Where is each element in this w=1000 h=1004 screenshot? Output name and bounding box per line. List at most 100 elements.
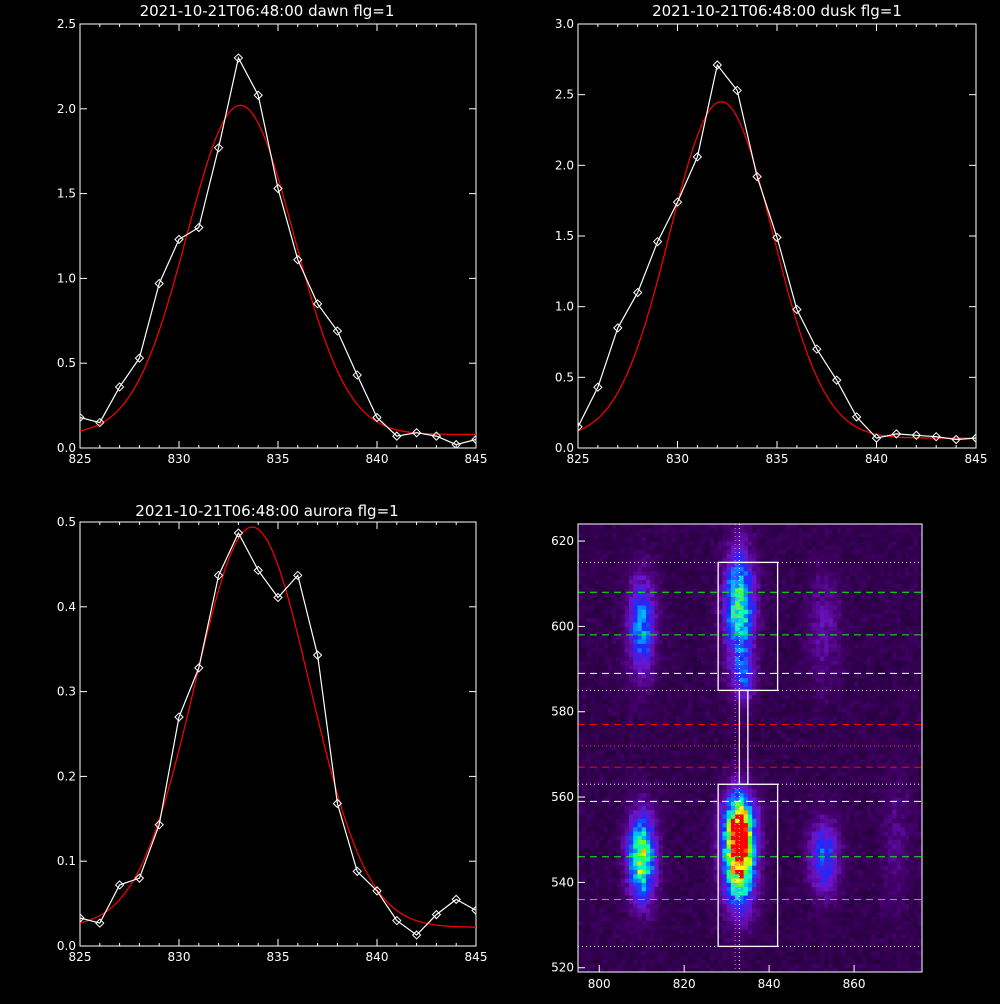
heatmap-cell xyxy=(710,917,715,922)
heatmap-cell xyxy=(680,878,685,883)
heatmap-cell xyxy=(710,831,715,836)
heatmap-cell xyxy=(650,639,655,644)
heatmap-cell xyxy=(629,904,634,909)
heatmap-cell xyxy=(722,844,727,849)
heatmap-cell xyxy=(710,759,715,764)
heatmap-cell xyxy=(727,626,732,631)
heatmap-cell xyxy=(710,545,715,550)
heatmap-cell xyxy=(612,729,617,734)
heatmap-cell xyxy=(659,673,664,678)
heatmap-cell xyxy=(578,891,583,896)
heatmap-cell xyxy=(629,780,634,785)
heatmap-cell xyxy=(697,929,702,934)
heatmap-cell xyxy=(578,550,583,555)
heatmap-cell xyxy=(629,938,634,943)
heatmap-cell xyxy=(646,823,651,828)
heatmap-cell xyxy=(620,814,625,819)
heatmap-cell xyxy=(731,635,736,640)
heatmap-cell xyxy=(637,810,642,815)
heatmap-cell xyxy=(688,528,693,533)
heatmap-cell xyxy=(646,870,651,875)
heatmap-cell xyxy=(608,729,613,734)
heatmap-cell xyxy=(667,951,672,956)
heatmap-cell xyxy=(642,806,647,811)
heatmap-cell xyxy=(612,661,617,666)
heatmap-cell xyxy=(697,673,702,678)
heatmap-cell xyxy=(582,737,587,742)
heatmap-cell xyxy=(591,592,596,597)
heatmap-cell xyxy=(642,703,647,708)
heatmap-cell xyxy=(684,793,689,798)
heatmap-cell xyxy=(616,938,621,943)
heatmap-cell xyxy=(663,648,668,653)
heatmap-cell xyxy=(739,848,744,853)
heatmap-cell xyxy=(671,750,676,755)
heatmap-cell xyxy=(608,648,613,653)
heatmap-cell xyxy=(586,648,591,653)
heatmap-cell xyxy=(646,643,651,648)
heatmap-cell xyxy=(701,784,706,789)
heatmap-cell xyxy=(718,601,723,606)
heatmap-cell xyxy=(667,780,672,785)
x-tick-label: 840 xyxy=(865,452,888,466)
heatmap-cell xyxy=(616,622,621,627)
heatmap-cell xyxy=(654,789,659,794)
heatmap-cell xyxy=(710,533,715,538)
heatmap-cell xyxy=(620,571,625,576)
heatmap-cell xyxy=(693,882,698,887)
heatmap-cell xyxy=(578,639,583,644)
heatmap-cell xyxy=(608,917,613,922)
heatmap-cell xyxy=(612,882,617,887)
heatmap-cell xyxy=(676,537,681,542)
heatmap-cell xyxy=(676,661,681,666)
heatmap-cell xyxy=(718,891,723,896)
heatmap-cell xyxy=(633,682,638,687)
heatmap-cell xyxy=(637,695,642,700)
heatmap-cell xyxy=(667,690,672,695)
heatmap-cell xyxy=(697,626,702,631)
heatmap-cell xyxy=(578,562,583,567)
heatmap-cell xyxy=(676,737,681,742)
heatmap-cell xyxy=(671,661,676,666)
heatmap-cell xyxy=(612,712,617,717)
heatmap-cell xyxy=(599,878,604,883)
heatmap-cell xyxy=(663,917,668,922)
heatmap-cell xyxy=(718,541,723,546)
heatmap-cell xyxy=(684,882,689,887)
heatmap-cell xyxy=(612,878,617,883)
heatmap-cell xyxy=(705,579,710,584)
heatmap-cell xyxy=(667,934,672,939)
heatmap-cell xyxy=(603,550,608,555)
heatmap-cell xyxy=(727,648,732,653)
heatmap-cell xyxy=(616,750,621,755)
heatmap-cell xyxy=(684,831,689,836)
heatmap-cell xyxy=(620,917,625,922)
heatmap-cell xyxy=(625,686,630,691)
heatmap-cell xyxy=(637,925,642,930)
heatmap-cell xyxy=(637,725,642,730)
heatmap-cell xyxy=(612,767,617,772)
heatmap-cell xyxy=(761,835,766,840)
heatmap-cell xyxy=(629,558,634,563)
heatmap-cell xyxy=(693,725,698,730)
heatmap-cell xyxy=(684,908,689,913)
heatmap-cell xyxy=(646,771,651,776)
heatmap-cell xyxy=(727,562,732,567)
heatmap-cell xyxy=(642,874,647,879)
heatmap-cell xyxy=(637,771,642,776)
heatmap-cell xyxy=(688,776,693,781)
heatmap-cell xyxy=(603,737,608,742)
heatmap-cell xyxy=(671,908,676,913)
heatmap-cell xyxy=(693,712,698,717)
heatmap-cell xyxy=(633,835,638,840)
heatmap-cell xyxy=(650,575,655,580)
heatmap-cell xyxy=(701,579,706,584)
heatmap-cell xyxy=(693,665,698,670)
heatmap-cell xyxy=(761,784,766,789)
heatmap-cell xyxy=(705,878,710,883)
heatmap-cell xyxy=(714,959,719,964)
heatmap-cell xyxy=(650,823,655,828)
heatmap-cell xyxy=(633,562,638,567)
heatmap-cell xyxy=(676,652,681,657)
heatmap-cell xyxy=(722,823,727,828)
